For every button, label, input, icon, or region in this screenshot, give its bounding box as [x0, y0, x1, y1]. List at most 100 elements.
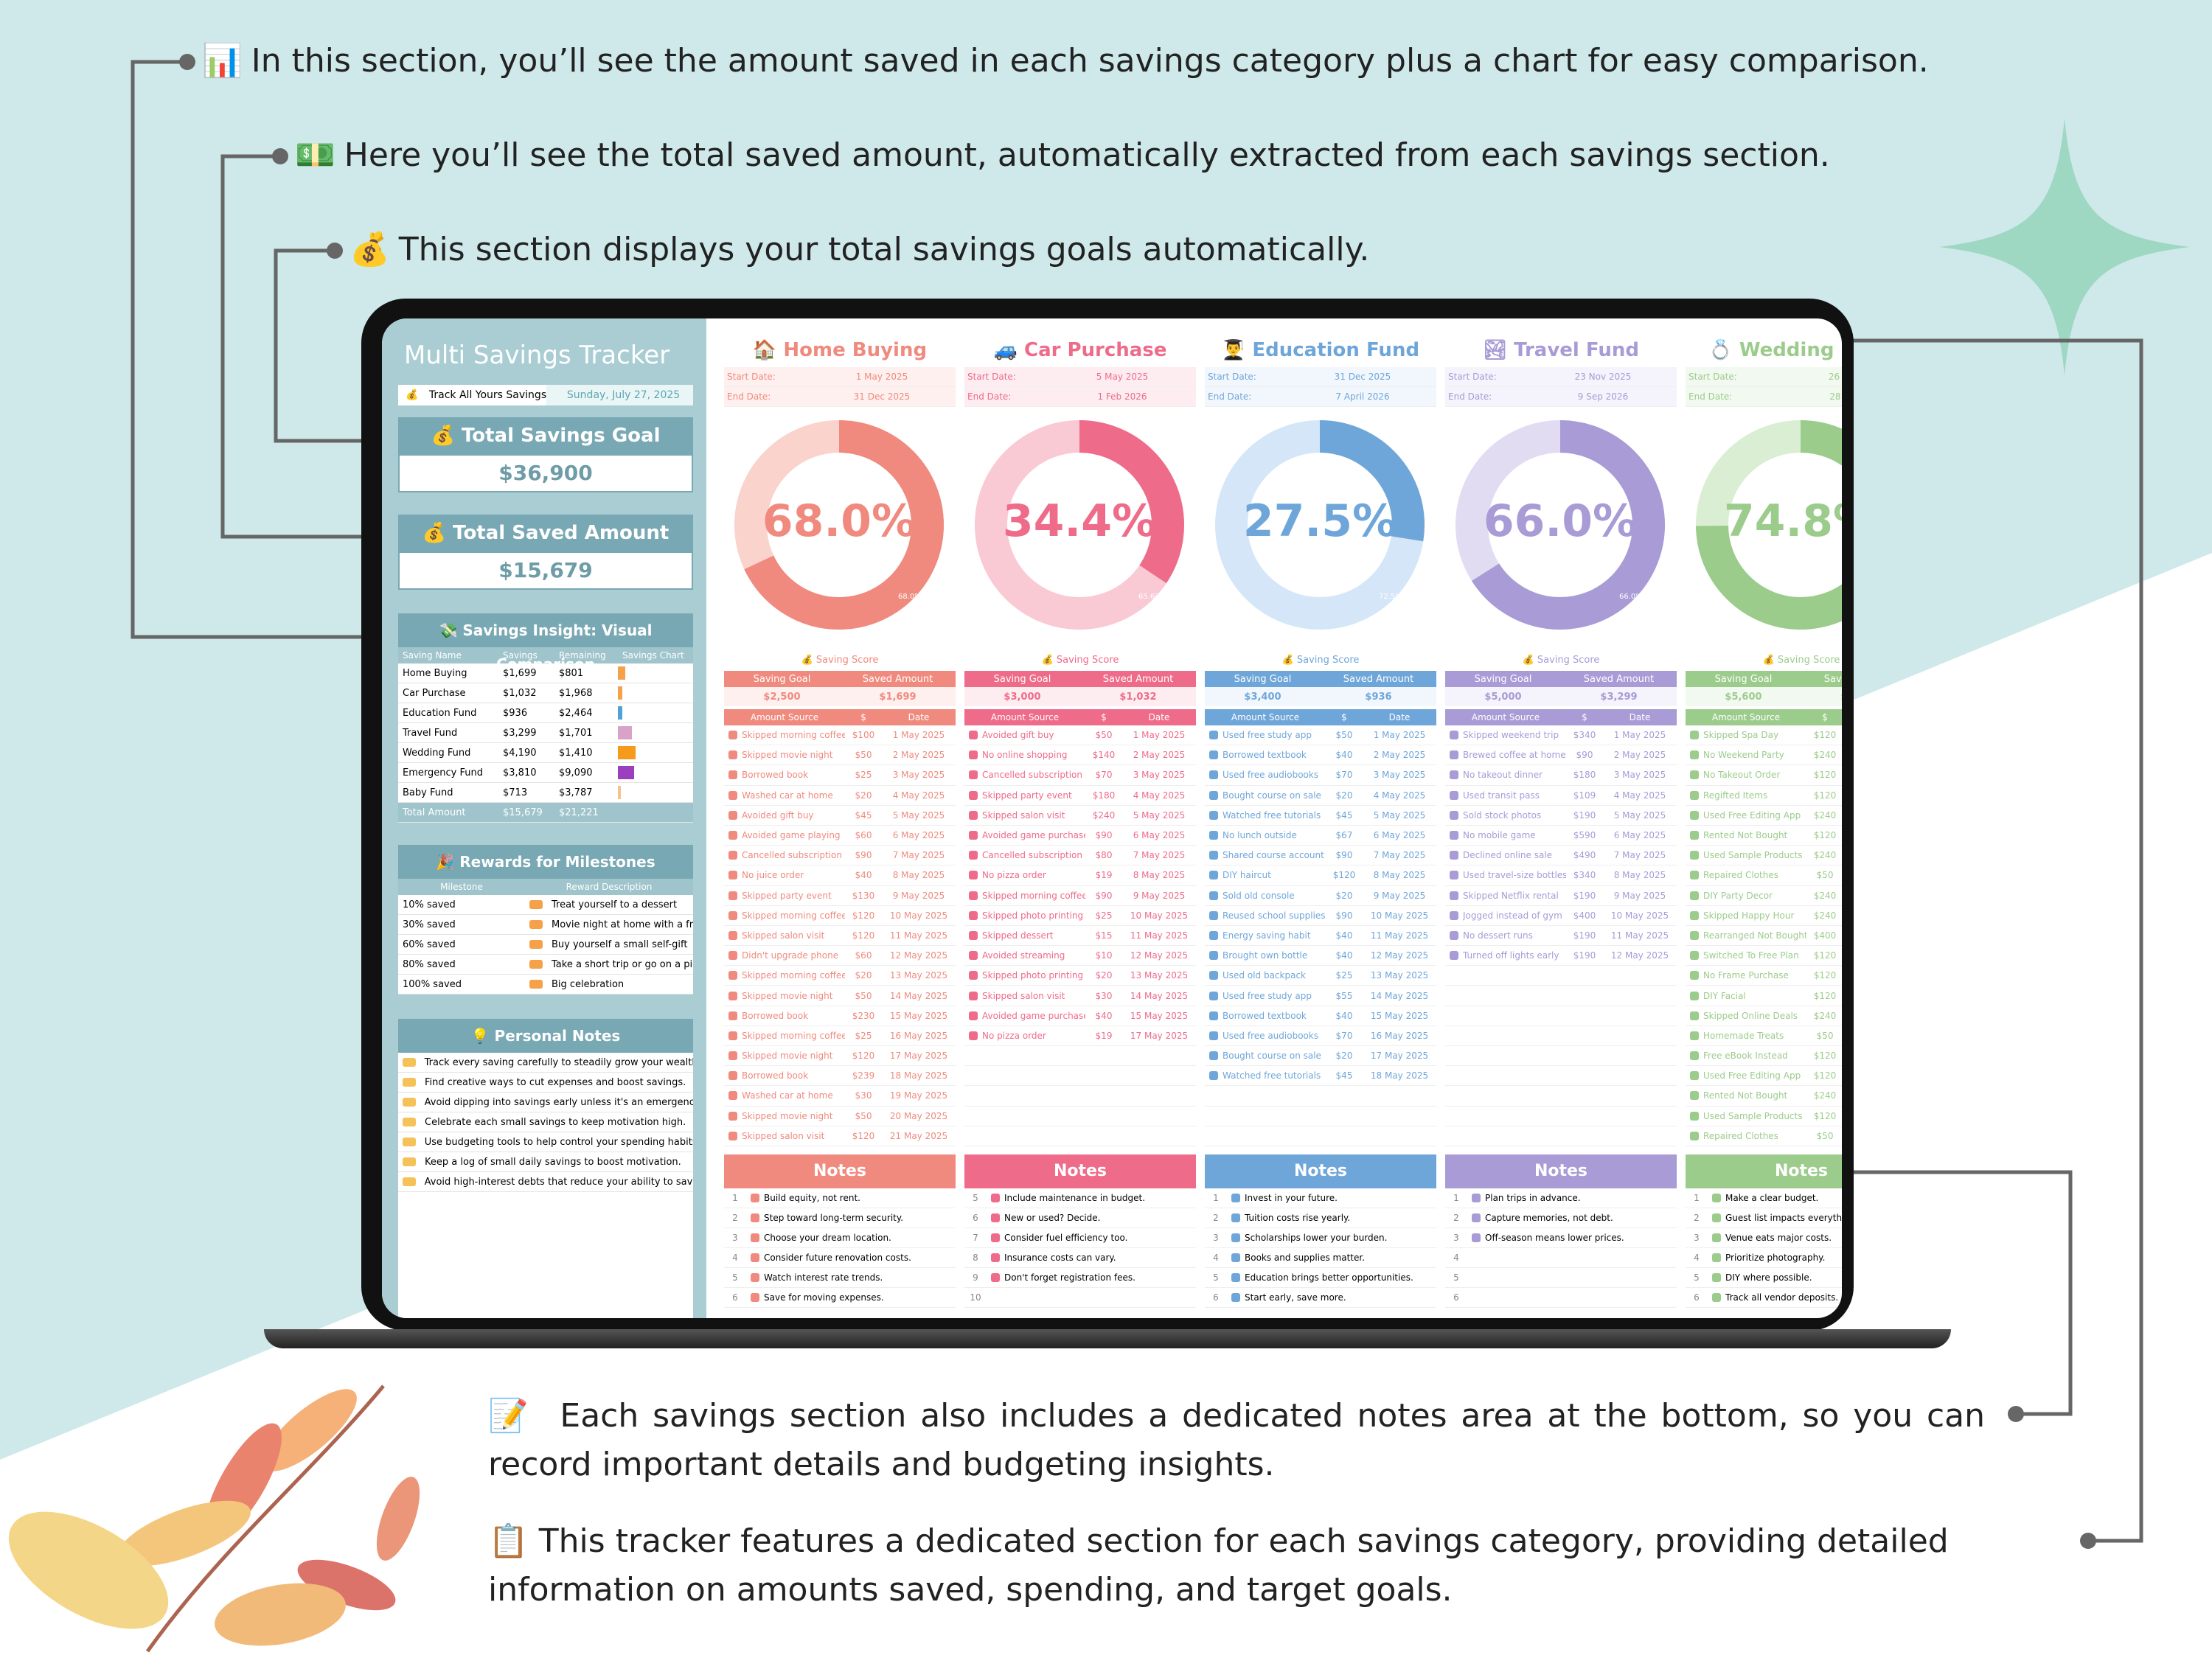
reward-row: 80% saved Take a short trip or go on a p…	[398, 955, 693, 975]
entry-row-empty[interactable]	[1445, 1026, 1677, 1046]
entry-icon	[1690, 1131, 1699, 1140]
note-text: Insurance costs can vary.	[1004, 1253, 1116, 1263]
entry-source: Avoided gift buy	[982, 730, 1054, 741]
insight-bar-cell	[618, 766, 693, 779]
annotation-dot	[327, 243, 343, 259]
note-text: Off-season means lower prices.	[1485, 1233, 1624, 1243]
entry-icon	[728, 750, 737, 760]
annotation-total-saved: 💵 Here you’ll see the total saved amount,…	[295, 136, 1830, 174]
entry-amount: $120	[852, 910, 875, 921]
note-icon	[751, 1293, 759, 1302]
note-row: 4 Books and supplies matter.	[1205, 1248, 1436, 1268]
entry-row: Skipped party event $180 4 May 2025	[964, 786, 1196, 806]
entry-row: Used free study app $50 1 May 2025	[1205, 725, 1436, 746]
entry-amount: $15	[1095, 930, 1113, 941]
note-icon	[751, 1233, 759, 1242]
progress-percent: 68.0%	[762, 495, 917, 547]
note-bullet-icon	[403, 1118, 416, 1126]
entry-date: 8 May 2025	[892, 870, 945, 881]
note-icon	[991, 1253, 1000, 1262]
entry-row: Skipped movie night $50 14 May 2025	[724, 986, 956, 1006]
note-bullet-icon	[403, 1157, 416, 1166]
donut-progress	[734, 420, 944, 630]
entry-row-empty[interactable]	[1445, 1066, 1677, 1087]
insight-row: Education Fund $936 $2,464	[398, 703, 693, 723]
entry-amount: $80	[1095, 850, 1113, 861]
entry-source: Didn't upgrade phone	[742, 950, 839, 961]
entry-icon	[1209, 1051, 1218, 1061]
entry-icon	[1209, 891, 1218, 900]
entry-source: No takeout dinner	[1463, 770, 1543, 781]
entry-icon	[1209, 750, 1218, 760]
entry-date: 8 May 2025	[1133, 870, 1186, 881]
entry-row-empty[interactable]	[964, 1046, 1196, 1067]
entry-row: Used Sample Products $240 7 May 2025	[1686, 846, 1842, 866]
entry-source: Avoided game purchase	[982, 830, 1085, 841]
entry-source: Used transit pass	[1463, 790, 1540, 801]
entry-row-empty[interactable]	[1445, 1086, 1677, 1107]
entry-amount: $40	[1095, 1010, 1113, 1021]
entry-amount: $230	[852, 1010, 875, 1021]
entry-icon	[1690, 1071, 1699, 1081]
entry-row-empty[interactable]	[1205, 1126, 1436, 1146]
entry-icon	[728, 831, 737, 840]
entry-row-empty[interactable]	[1445, 1006, 1677, 1026]
entry-date: 10 May 2025	[1130, 910, 1189, 921]
entry-date: 8 May 2025	[1613, 870, 1666, 881]
entry-date: 5 May 2025	[1613, 809, 1666, 821]
entry-row-empty[interactable]	[1445, 966, 1677, 986]
entry-amount: $55	[1335, 990, 1353, 1001]
entry-row-empty[interactable]	[964, 1126, 1196, 1146]
note-text: New or used? Decide.	[1004, 1213, 1101, 1223]
entry-source: Skipped photo printing	[982, 970, 1084, 981]
entry-source: Skipped morning coffee	[742, 730, 845, 741]
entry-row-empty[interactable]	[964, 1107, 1196, 1126]
reward-icon	[529, 960, 543, 969]
entry-amount: $19	[1095, 1030, 1113, 1041]
category-dates: Start Date: 1 May 2025 End Date: 31 Dec 20…	[724, 367, 956, 407]
entry-date: 14 May 2025	[1130, 990, 1189, 1001]
note-row: 8 Insurance costs can vary.	[964, 1248, 1196, 1268]
subtitle: 💰 Track All Yours Savings	[406, 389, 547, 401]
total-saved-card: 💰 Total Saved Amount $15,679	[398, 515, 693, 590]
entry-source: Bought course on sale	[1222, 1051, 1321, 1062]
savings-bar	[618, 786, 621, 799]
entry-source: Used Free Editing App	[1703, 1070, 1801, 1081]
entry-amount: $19	[1095, 870, 1113, 881]
goal-saved-table: Saving Goal Saved Amount $3,400 $936	[1205, 671, 1436, 706]
entry-row: Borrowed book $230 15 May 2025	[724, 1006, 956, 1026]
category-notes: Notes 1 Invest in your future. 2 Tuition …	[1205, 1154, 1436, 1308]
entry-date: 9 May 2025	[1133, 890, 1186, 901]
entry-row: Used travel-size bottles $340 8 May 2025	[1445, 865, 1677, 886]
entry-row-empty[interactable]	[1445, 986, 1677, 1006]
entries-table: Amount Source $ Date Used free study app $…	[1205, 709, 1436, 1167]
entry-row: Energy saving habit $40 11 May 2025	[1205, 926, 1436, 947]
note-icon	[1231, 1233, 1240, 1242]
entry-row-empty[interactable]	[1445, 1107, 1677, 1126]
entry-icon	[1690, 930, 1699, 940]
entry-row-empty[interactable]	[1205, 1107, 1436, 1126]
entry-icon	[969, 991, 978, 1000]
entry-row: Sold old console $20 9 May 2025	[1205, 886, 1436, 906]
notes-header: Notes	[1205, 1154, 1436, 1188]
category-icon: 🚙	[993, 339, 1018, 361]
donut-label-b: 68.0%	[898, 593, 922, 601]
entry-row-empty[interactable]	[1445, 1046, 1677, 1067]
entry-row-empty[interactable]	[1445, 1126, 1677, 1146]
entry-date: 2 May 2025	[892, 750, 945, 761]
total-saved-label: 💰 Total Saved Amount	[398, 515, 693, 551]
entry-row: Skipped Happy Hour $240 10 May 2025	[1686, 906, 1842, 926]
insight-bar-cell	[618, 726, 693, 739]
entry-amount: $20	[1335, 890, 1353, 901]
entry-row-empty[interactable]	[964, 1086, 1196, 1107]
entry-date: 5 May 2025	[1373, 809, 1426, 821]
personal-notes: 💡 Personal Notes Track every saving care…	[398, 1019, 693, 1318]
entry-icon	[1690, 951, 1699, 961]
entry-row: Jogged instead of gym $400 10 May 2025	[1445, 906, 1677, 926]
entry-source: Used free audiobooks	[1222, 770, 1319, 781]
entry-icon	[969, 810, 978, 820]
entry-row-empty[interactable]	[1205, 1086, 1436, 1107]
entry-date: 2 May 2025	[1133, 750, 1186, 761]
entry-row-empty[interactable]	[964, 1066, 1196, 1087]
goal-saved-table: Saving Goal Saved Amount $2,500 $1,699	[724, 671, 956, 706]
